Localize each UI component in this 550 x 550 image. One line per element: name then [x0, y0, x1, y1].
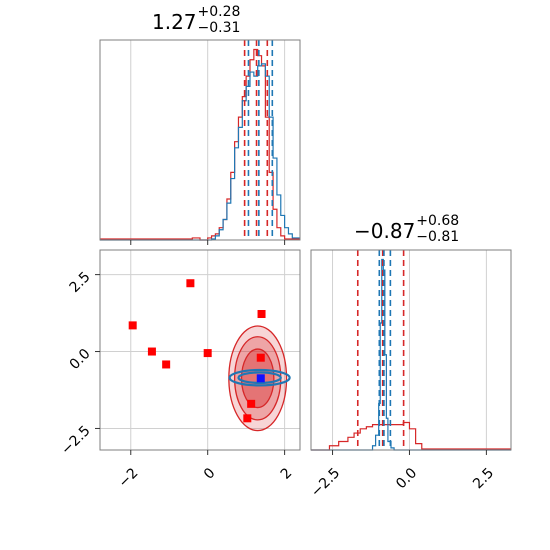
- histogram-panel-1: [100, 40, 300, 241]
- joint-y-tick-label: −2.5: [58, 423, 93, 458]
- histogram-step-series-1: [100, 48, 300, 241]
- joint-panel: [100, 250, 300, 450]
- joint-x-tick-label: −2: [116, 465, 142, 491]
- scatter-marker: [162, 360, 171, 369]
- title-param-1-plus: +0.28: [197, 4, 241, 20]
- title-param-2-minus: −0.81: [416, 229, 460, 245]
- histogram-panel-2: [311, 250, 511, 451]
- title-param-2-value: −0.87: [354, 219, 416, 243]
- scatter-marker: [257, 310, 266, 318]
- title-param-1-minus: −0.31: [197, 20, 241, 36]
- histogram-step-series-2: [100, 63, 300, 241]
- scatter-marker: [186, 279, 195, 288]
- title-param-2: −0.87 +0.68 −0.81: [354, 213, 459, 245]
- joint-x-tick-label: 2: [278, 465, 296, 483]
- histogram-step-series-1: [311, 421, 511, 451]
- scatter-marker: [147, 347, 156, 356]
- scatter-marker: [243, 414, 252, 423]
- param-2-x-tick-label: 2.5: [470, 465, 497, 492]
- joint-y-tick-label: 0.0: [67, 346, 94, 373]
- scatter-marker: [256, 353, 265, 362]
- histogram-frame-1: [99, 39, 301, 241]
- param-2-x-tick-label: −2.5: [308, 465, 343, 500]
- param-2-x-tick-label: 0.0: [393, 465, 420, 492]
- title-param-1: 1.27 +0.28 −0.31: [152, 4, 240, 36]
- scatter-marker: [128, 321, 137, 330]
- blue-contour-level-1: [228, 368, 291, 387]
- title-param-2-plus: +0.68: [416, 213, 460, 229]
- joint-frame: [99, 249, 301, 451]
- scatter-marker: [203, 349, 212, 358]
- joint-y-tick-label: 2.5: [67, 269, 94, 296]
- scatter-marker: [247, 399, 256, 408]
- histogram-frame-2: [310, 249, 512, 451]
- histogram-step-series-2: [311, 258, 511, 451]
- title-param-1-value: 1.27: [152, 10, 197, 34]
- blue-contour-level-2: [237, 371, 282, 385]
- joint-x-tick-label: 0: [201, 465, 219, 483]
- highlight-marker: [256, 374, 265, 383]
